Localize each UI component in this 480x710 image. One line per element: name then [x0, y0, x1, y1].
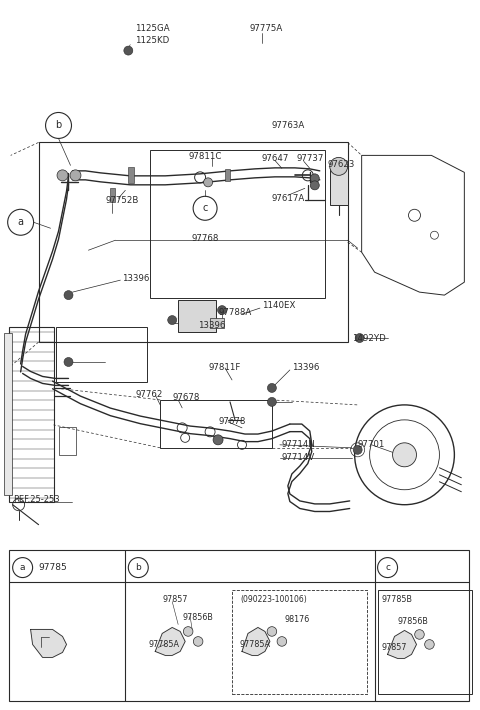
Bar [150, 151, 325, 298]
Text: (090223-100106): (090223-100106) [240, 595, 307, 604]
Bar [178, 300, 216, 332]
Circle shape [310, 181, 319, 190]
Text: 97617A: 97617A [272, 194, 305, 203]
Text: 1125KD: 1125KD [135, 36, 169, 45]
Text: 97856B: 97856B [182, 613, 213, 622]
Text: 97762: 97762 [135, 391, 163, 400]
Bar [225, 170, 230, 181]
Text: 97752B: 97752B [106, 196, 139, 204]
Text: 97857: 97857 [382, 643, 407, 652]
Bar [378, 589, 472, 694]
Text: 97678: 97678 [172, 393, 200, 403]
Text: 97785A: 97785A [240, 640, 271, 649]
Text: c: c [203, 203, 208, 213]
Text: 97714V: 97714V [282, 453, 315, 462]
Circle shape [425, 640, 434, 649]
Circle shape [267, 383, 276, 393]
Bar [128, 168, 134, 183]
Text: 13396: 13396 [292, 364, 319, 373]
Text: b: b [55, 121, 61, 131]
Circle shape [267, 627, 276, 636]
Bar [9, 327, 54, 502]
Text: 97785: 97785 [38, 563, 67, 572]
Bar [110, 188, 115, 202]
Text: b: b [135, 563, 141, 572]
Bar [38, 143, 348, 342]
Circle shape [415, 630, 424, 639]
Text: REF.25-253: REF.25-253 [12, 495, 60, 504]
Circle shape [217, 305, 227, 315]
Bar [210, 318, 224, 328]
Text: 97788A: 97788A [218, 307, 252, 317]
Text: 13396: 13396 [198, 320, 226, 329]
Circle shape [353, 445, 362, 454]
Circle shape [183, 627, 193, 636]
Text: 97785A: 97785A [148, 640, 179, 649]
Text: 1492YD: 1492YD [352, 334, 385, 342]
Text: 97775A: 97775A [250, 24, 283, 33]
Text: 97678: 97678 [218, 417, 245, 427]
Circle shape [204, 178, 213, 187]
Text: 97856B: 97856B [397, 617, 429, 626]
Polygon shape [387, 630, 417, 658]
Text: 97623: 97623 [328, 160, 355, 169]
Text: 97857: 97857 [162, 595, 188, 604]
Bar [9, 550, 469, 701]
Bar [232, 589, 367, 694]
Circle shape [193, 637, 203, 646]
Text: 97737: 97737 [297, 154, 324, 163]
Text: 98176: 98176 [285, 615, 310, 624]
Text: 97701: 97701 [358, 440, 385, 449]
Polygon shape [155, 628, 185, 655]
Bar [330, 168, 348, 205]
Bar [4, 333, 12, 495]
Circle shape [393, 443, 417, 466]
Text: 97763A: 97763A [272, 121, 305, 130]
Circle shape [277, 637, 287, 646]
Circle shape [330, 158, 348, 175]
Text: 97647: 97647 [262, 154, 289, 163]
Circle shape [64, 290, 73, 300]
Polygon shape [242, 628, 270, 655]
Text: a: a [18, 217, 24, 227]
Bar [56, 327, 147, 382]
Circle shape [355, 334, 364, 342]
Text: c: c [385, 563, 390, 572]
Text: 97785B: 97785B [382, 595, 413, 604]
Bar [59, 427, 76, 455]
Text: 13396: 13396 [122, 273, 150, 283]
Text: 1125GA: 1125GA [135, 24, 170, 33]
Circle shape [310, 174, 319, 183]
Circle shape [267, 398, 276, 406]
Text: 1140EX: 1140EX [262, 300, 295, 310]
Text: 97811F: 97811F [208, 364, 240, 373]
Polygon shape [31, 630, 67, 657]
Circle shape [70, 170, 81, 181]
Text: 97768: 97768 [192, 234, 219, 243]
Text: a: a [20, 563, 25, 572]
Bar [160, 400, 272, 448]
Circle shape [213, 435, 223, 445]
Text: 97714N: 97714N [282, 440, 316, 449]
Circle shape [168, 315, 177, 324]
Circle shape [57, 170, 68, 181]
Circle shape [64, 358, 73, 366]
Circle shape [124, 46, 133, 55]
Text: 97811C: 97811C [188, 152, 222, 161]
